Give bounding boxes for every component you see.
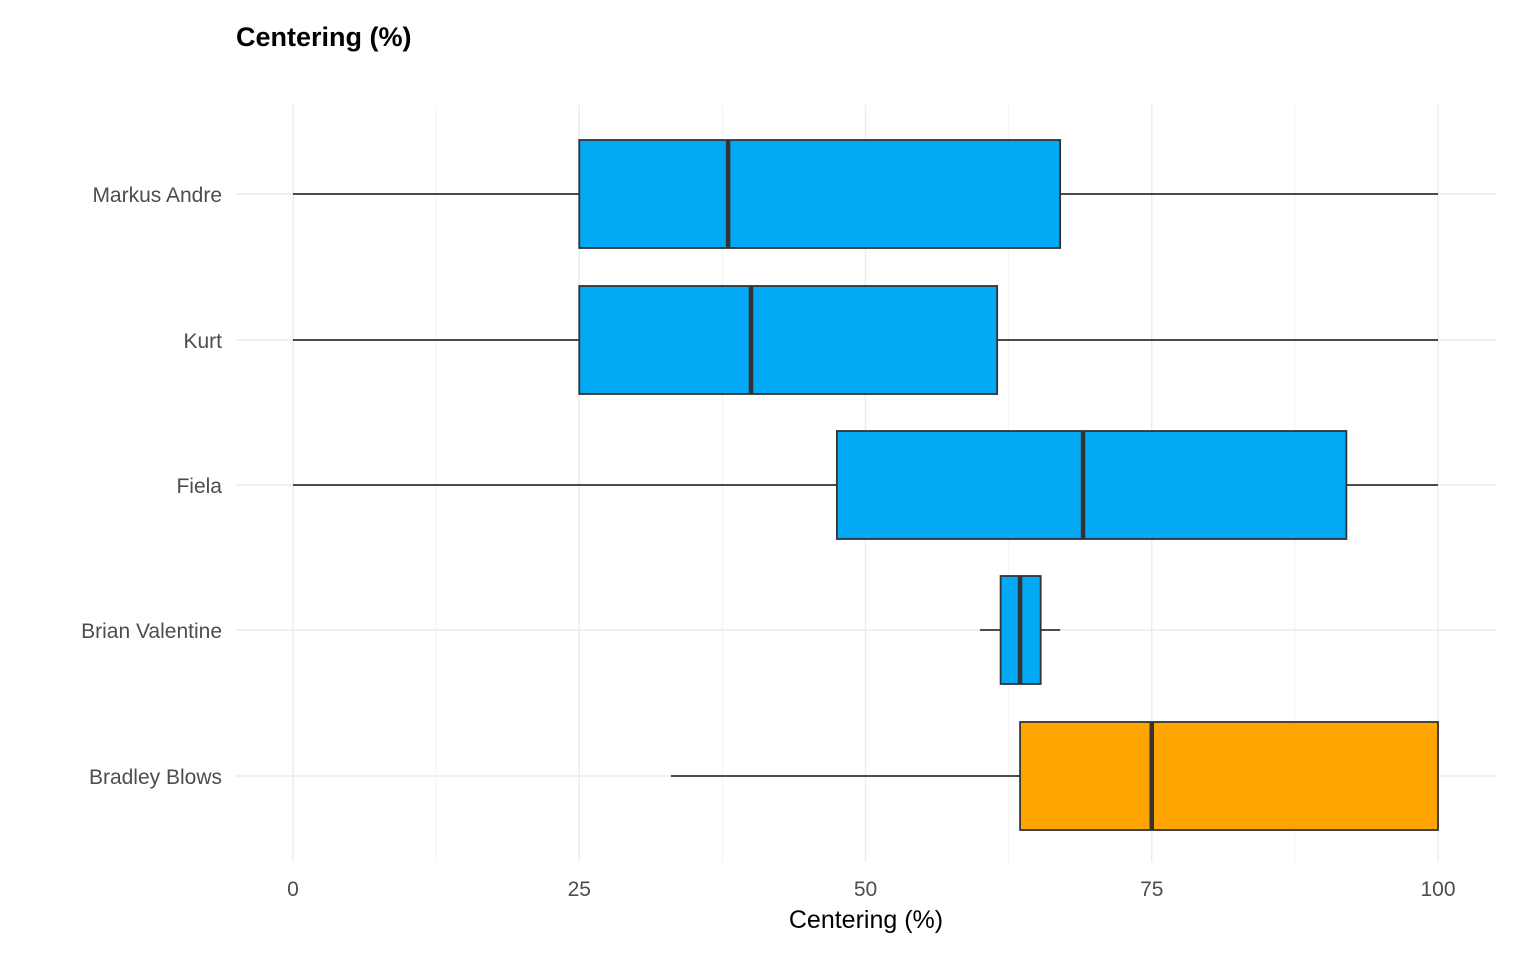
y-tick-labels: Markus Andre Kurt Fiela Brian Valentine Brad… <box>81 184 222 789</box>
y-tick-label: Markus Andre <box>92 184 222 207</box>
x-tick-label: 75 <box>1140 878 1163 901</box>
box-kurt <box>293 285 1438 395</box>
box-markus-andre <box>293 139 1438 249</box>
box-brian-valentine <box>980 575 1061 685</box>
y-tick-label: Bradley Blows <box>89 766 222 789</box>
box-iqr <box>835 430 1348 540</box>
box-fiela <box>293 430 1438 540</box>
x-tick-label: 0 <box>287 878 299 901</box>
box-bradley-blows <box>670 721 1439 831</box>
x-axis-title: Centering (%) <box>789 906 943 934</box>
x-tick-label: 50 <box>854 878 877 901</box>
x-tick-label: 100 <box>1420 878 1455 901</box>
boxes-layer <box>293 139 1439 831</box>
x-tick-labels: 0 25 50 75 100 <box>287 878 1455 901</box>
y-tick-label: Brian Valentine <box>81 620 222 643</box>
x-tick-label: 25 <box>568 878 591 901</box>
chart-title: Centering (%) <box>236 22 412 52</box>
box-iqr <box>578 139 1062 249</box>
box-iqr <box>578 285 999 395</box>
y-tick-label: Kurt <box>183 330 222 353</box>
box-iqr <box>1019 721 1439 831</box>
y-tick-label: Fiela <box>176 475 222 498</box>
